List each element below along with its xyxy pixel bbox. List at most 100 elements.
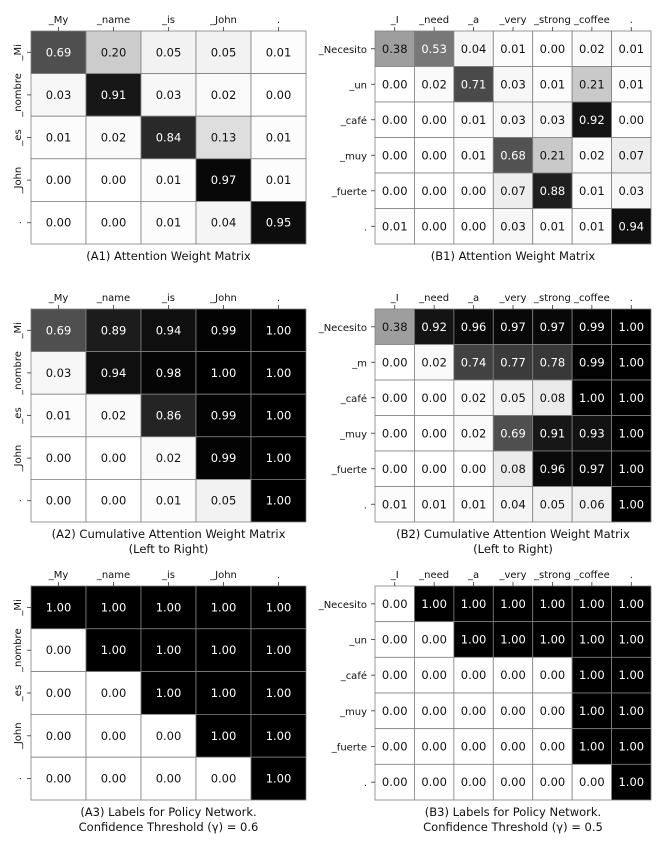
cell-value-label: 0.00 (461, 704, 487, 718)
heatmap-cell (250, 628, 307, 672)
heatmap-cell (195, 478, 252, 523)
cell-value-label: 0.00 (461, 740, 487, 754)
cell-value-label: 0.00 (421, 704, 447, 718)
heatmap-cell (532, 692, 573, 730)
cell-value-label: 0.00 (266, 88, 292, 102)
heatmap-cell (532, 30, 573, 67)
cell-value-label: 1.00 (579, 633, 605, 647)
x-tick-label: _a (467, 293, 479, 304)
heatmap-cell (195, 393, 252, 438)
heatmap-cell (414, 656, 455, 694)
cell-value-label: 1.00 (211, 729, 237, 743)
cell-value-label: 1.00 (579, 391, 605, 405)
cell-value-label: 0.03 (500, 113, 526, 127)
heatmap-cell (85, 158, 142, 202)
cell-value-label: 0.99 (579, 320, 605, 334)
heatmap-cell (571, 621, 612, 658)
cell-value-label: 1.00 (156, 643, 182, 657)
cell-value-label: 1.00 (618, 633, 644, 647)
cell-value-label: 0.77 (500, 355, 526, 369)
heatmap-cell (30, 30, 87, 74)
heatmap-cell (492, 585, 534, 623)
y-tick-label: _Necesito (318, 323, 367, 334)
cell-value-label: 1.00 (618, 668, 644, 682)
cell-value-label: 0.00 (421, 148, 447, 162)
heatmap-cell (195, 158, 252, 202)
y-tick-label: . (364, 778, 367, 789)
cell-value-label: 1.00 (500, 597, 526, 611)
heatmap-cell (140, 756, 197, 801)
heatmap-cell (85, 714, 142, 758)
heatmap-cell (414, 450, 455, 487)
cell-value-label: 1.00 (540, 597, 566, 611)
cell-value-label: 0.00 (579, 775, 605, 789)
y-tick-label: _es (13, 129, 24, 146)
cell-value-label: 0.89 (101, 323, 127, 337)
cell-value-label: 0.00 (500, 704, 526, 718)
cell-value-label: 1.00 (461, 597, 487, 611)
cell-value-label: 0.01 (540, 77, 566, 91)
x-tick-label: _name (96, 570, 130, 581)
heatmap-cell (85, 585, 142, 630)
cell-value-label: 0.00 (421, 462, 447, 476)
y-tick-label: _muy (339, 429, 367, 440)
cell-value-label: 0.01 (461, 148, 487, 162)
heatmap-cell (140, 714, 197, 758)
y-tick-label: _Necesito (318, 45, 367, 56)
cell-value-label: 1.00 (266, 729, 292, 743)
cell-value-label: 0.00 (382, 77, 408, 91)
cell-value-label: 0.01 (156, 173, 182, 187)
cell-value-label: 1.00 (618, 704, 644, 718)
heatmap-cell (195, 115, 252, 160)
x-tick-label: _strong (533, 570, 571, 581)
y-tick-label: . (13, 221, 24, 224)
cell-value-label: 1.00 (266, 772, 292, 786)
heatmap-cell (453, 208, 494, 245)
heatmap-cell (414, 308, 455, 345)
x-tick-label: _need (418, 570, 449, 581)
cell-value-label: 0.00 (421, 775, 447, 789)
heatmap-cell (414, 344, 455, 381)
heatmap-cell (85, 30, 142, 74)
y-tick-label: _fuerte (331, 187, 367, 198)
heatmap-cell (453, 30, 494, 67)
cell-value-label: 0.03 (500, 219, 526, 233)
cell-value-label: 0.99 (579, 355, 605, 369)
heatmap-cell (571, 763, 612, 801)
cell-value-label: 0.00 (421, 740, 447, 754)
heatmap-cell (140, 73, 197, 117)
cell-value-label: 0.01 (540, 219, 566, 233)
cell-value-label: 0.99 (211, 409, 237, 423)
heatmap-cell (571, 486, 612, 523)
y-tick-label: _un (348, 636, 367, 647)
heatmap-cell (250, 478, 307, 523)
cell-value-label: 0.00 (101, 686, 127, 700)
cell-value-label: 1.00 (156, 600, 182, 614)
cell-value-label: 1.00 (156, 686, 182, 700)
y-tick-label: _m (351, 358, 367, 369)
cell-value-label: 0.00 (500, 775, 526, 789)
cell-value-label: 1.00 (618, 775, 644, 789)
cell-value-label: 0.01 (618, 42, 644, 56)
cell-value-label: 1.00 (618, 391, 644, 405)
heatmap-cell (453, 344, 494, 381)
heatmap-cell (30, 308, 87, 352)
cell-value-label: 0.00 (382, 391, 408, 405)
y-tick-label: _café (340, 670, 367, 682)
cell-value-label: 0.00 (382, 184, 408, 198)
heatmap-cell (453, 450, 494, 487)
heatmap-cell (374, 656, 415, 694)
panel-caption: (B1) Attention Weight Matrix (431, 249, 596, 263)
cell-value-label: 1.00 (540, 633, 566, 647)
panel-caption: Confidence Threshold (γ) = 0.5 (423, 820, 603, 834)
x-tick-label: _John (209, 15, 237, 26)
heatmap-cell (414, 137, 455, 174)
heatmap-cell (492, 308, 534, 345)
heatmap-cell (85, 628, 142, 672)
cell-value-label: 0.53 (421, 42, 447, 56)
heatmap-cell (571, 137, 612, 174)
panel-caption: (Left to Right) (473, 542, 553, 556)
heatmap-cell (414, 172, 455, 209)
